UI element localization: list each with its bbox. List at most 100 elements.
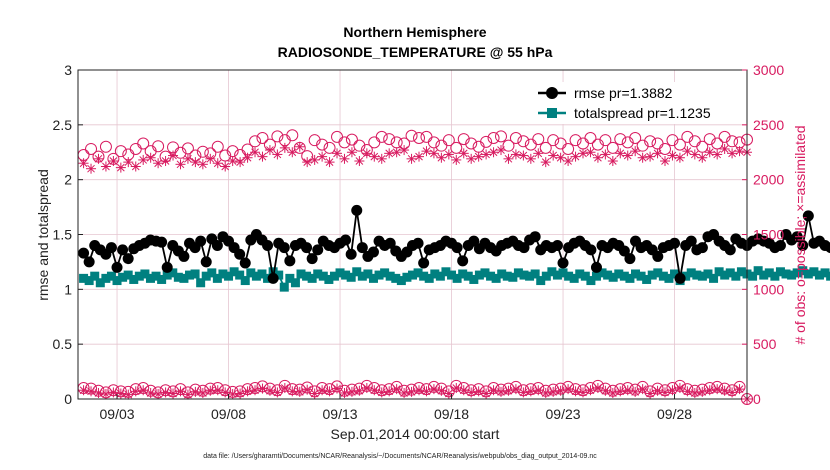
obs-assimilated-marker (496, 386, 507, 397)
left-tick-label: 1.5 (53, 227, 73, 243)
obs-possible-marker (450, 141, 463, 154)
obs-assimilated-marker (473, 151, 484, 162)
obs-assimilated-marker (428, 384, 439, 395)
spread-marker (519, 270, 529, 280)
obs-assimilated-marker (563, 156, 574, 167)
obs-assimilated-marker (294, 141, 305, 152)
rmse-marker (301, 242, 313, 254)
obs-possible-marker (480, 135, 493, 148)
spread-marker (229, 267, 239, 277)
spread-marker (268, 267, 278, 277)
obs-possible-marker (353, 139, 366, 152)
rmse-marker (312, 244, 324, 256)
obs-assimilated-marker (145, 387, 156, 398)
obs-assimilated-marker (93, 153, 104, 164)
spread-marker (279, 282, 289, 292)
rmse-marker (78, 247, 90, 259)
obs-assimilated-marker (391, 384, 402, 395)
spread-marker (798, 266, 808, 276)
rmse-marker (122, 253, 134, 265)
obs-assimilated-marker (182, 389, 193, 400)
obs-assimilated-marker (406, 153, 417, 164)
spread-marker (402, 272, 412, 282)
obs-possible-marker (338, 136, 351, 149)
obs-assimilated-marker (488, 385, 499, 396)
rmse-marker (367, 246, 379, 258)
spread-marker (558, 268, 568, 278)
obs-assimilated-marker (302, 384, 313, 395)
obs-assimilated-marker (615, 148, 626, 159)
rmse-marker (111, 261, 123, 273)
legend-rmse-marker (546, 87, 558, 99)
spread-marker (725, 268, 735, 278)
obs-assimilated-marker (406, 386, 417, 397)
obs-assimilated-marker (309, 154, 320, 165)
obs-assimilated-marker (115, 388, 126, 399)
obs-possible-marker (569, 134, 582, 147)
obs-possible-marker (718, 130, 731, 143)
right-tick-label: 500 (753, 336, 777, 352)
spread-marker (391, 273, 401, 283)
obs-assimilated-marker (451, 383, 462, 394)
obs-possible-marker (442, 134, 455, 147)
obs-assimilated-marker (667, 385, 678, 396)
spread-marker (580, 271, 590, 281)
obs-assimilated-marker (399, 387, 410, 398)
spread-marker (458, 269, 468, 279)
spread-marker (575, 269, 585, 279)
obs-assimilated-marker (712, 149, 723, 160)
obs-assimilated-marker (115, 162, 126, 173)
spread-marker (508, 272, 518, 282)
obs-possible-marker (256, 131, 269, 144)
spread-marker (564, 271, 574, 281)
right-tick-label: 0 (753, 391, 761, 407)
obs-possible-marker (547, 134, 560, 147)
obs-assimilated-marker (100, 161, 111, 172)
spread-marker (764, 268, 774, 278)
rmse-marker (306, 253, 318, 265)
spread-marker (257, 269, 267, 279)
obs-possible-marker (696, 140, 709, 153)
obs-assimilated-marker (592, 152, 603, 163)
obs-assimilated-marker (600, 149, 611, 160)
rmse-marker (557, 257, 569, 269)
rmse-marker (696, 242, 708, 254)
obs-assimilated-marker (548, 386, 559, 397)
spread-marker (486, 271, 496, 281)
obs-assimilated-marker (466, 387, 477, 398)
obs-assimilated-marker (660, 387, 671, 398)
obs-assimilated-marker (660, 156, 671, 167)
spread-marker (179, 273, 189, 283)
spread-marker (424, 273, 434, 283)
spread-marker (792, 268, 802, 278)
obs-assimilated-marker (153, 389, 164, 400)
obs-assimilated-marker (451, 154, 462, 165)
obs-assimilated-marker (93, 387, 104, 398)
rmse-marker (674, 272, 686, 284)
spread-marker (463, 271, 473, 281)
spread-marker (313, 269, 323, 279)
obs-assimilated-marker (473, 386, 484, 397)
spread-marker (625, 273, 635, 283)
rmse-marker (117, 244, 129, 256)
spread-marker (586, 276, 596, 286)
obs-assimilated-marker (272, 387, 283, 398)
rmse-marker (724, 244, 736, 256)
spread-marker (753, 266, 763, 276)
obs-assimilated-marker (294, 386, 305, 397)
rmse-marker (340, 234, 352, 246)
obs-assimilated-marker (108, 387, 119, 398)
left-axis-label: rmse and totalspread (35, 169, 51, 301)
rmse-marker (585, 244, 597, 256)
rmse-marker (356, 242, 368, 254)
spread-marker (357, 271, 367, 281)
obs-assimilated-marker (242, 386, 253, 397)
obs-assimilated-marker (563, 384, 574, 395)
obs-possible-marker (323, 141, 336, 154)
obs-possible-marker (211, 140, 224, 153)
rmse-marker (105, 242, 117, 254)
obs-assimilated-marker (436, 385, 447, 396)
left-axis: 0 0.5 1 1.5 2 2.5 3 (53, 62, 83, 407)
spread-marker (263, 273, 273, 283)
spread-marker (374, 270, 384, 280)
